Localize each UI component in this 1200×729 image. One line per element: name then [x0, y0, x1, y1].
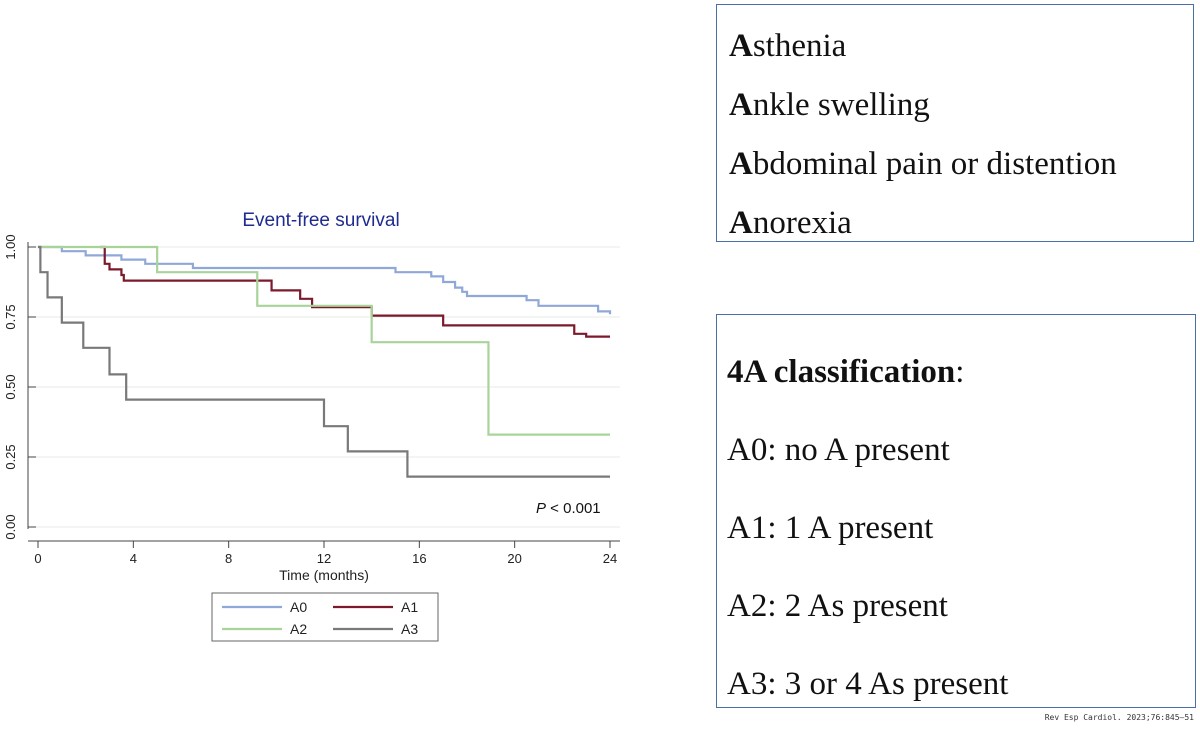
y-tick-label: 0.75	[3, 304, 18, 329]
p-value-text: < 0.001	[546, 500, 601, 517]
legend-label-a1: A1	[401, 599, 418, 615]
y-tick-label: 0.50	[3, 374, 18, 399]
chart-title: Event-free survival	[242, 210, 399, 231]
x-tick-label: 4	[130, 551, 137, 566]
legend-label-a0: A0	[290, 599, 307, 615]
class-line-a1: A1: 1 A present	[727, 510, 934, 546]
legend: A0 A1 A2 A3	[211, 592, 439, 642]
symptom-line: Anorexia	[729, 194, 1193, 253]
citation: Rev Esp Cardiol. 2023;76:845–51	[1044, 713, 1194, 722]
x-tick-label: 12	[317, 551, 331, 566]
legend-box	[211, 592, 439, 642]
y-tick-label: 0.25	[3, 444, 18, 469]
symptom-rest: bdominal pain or distention	[752, 146, 1117, 182]
series-a1-line	[99, 245, 610, 338]
survival-chart: Event-free survival 0.00 0.25 0.50 0.75 1.00…	[3, 210, 620, 642]
y-tick-label: 1.00	[3, 234, 18, 259]
symptom-line: Ankle swelling	[729, 76, 1193, 135]
symptom-rest: norexia	[752, 205, 852, 241]
series-layer	[38, 245, 612, 478]
x-tick-label: 8	[225, 551, 232, 566]
x-axis-label: Time (months)	[279, 567, 369, 583]
x-tick-label: 24	[603, 551, 617, 566]
axis-layer: 0.00 0.25 0.50 0.75 1.00 0 4 8 12 16 20 24	[3, 234, 620, 566]
symptom-line: Asthenia	[729, 17, 1193, 76]
x-tick-label: 16	[412, 551, 426, 566]
p-symbol: P	[536, 500, 546, 517]
classification-heading: 4A classification:	[727, 333, 1195, 411]
classification-heading-text: 4A classification	[727, 354, 956, 390]
legend-label-a3: A3	[401, 621, 418, 637]
symptom-line: Abdominal pain or distention	[729, 135, 1193, 194]
symptoms-box: Asthenia Ankle swelling Abdominal pain or …	[716, 4, 1194, 242]
class-line-a3: A3: 3 or 4 As present	[727, 666, 1009, 702]
legend-label-a2: A2	[290, 621, 307, 637]
x-tick-label: 20	[507, 551, 521, 566]
class-line-a0: A0: no A present	[727, 432, 950, 468]
classification-heading-colon: :	[955, 354, 965, 390]
symptom-initial: A	[729, 205, 753, 241]
y-tick-label: 0.00	[3, 514, 18, 539]
series-a0-line	[38, 245, 612, 315]
grid-layer	[28, 246, 620, 528]
symptom-rest: nkle swelling	[752, 87, 930, 123]
symptom-initial: A	[729, 146, 753, 182]
p-value-annotation: P < 0.001	[536, 500, 601, 517]
class-line-a2: A2: 2 As present	[727, 588, 948, 624]
x-tick-label: 0	[34, 551, 41, 566]
symptom-initial: A	[729, 87, 753, 123]
classification-box: 4A classification: A0: no A present A1: …	[716, 314, 1196, 708]
series-a2-line	[38, 245, 610, 436]
series-a3-line	[38, 245, 610, 478]
symptom-initial: A	[729, 28, 753, 64]
symptom-rest: sthenia	[752, 28, 847, 64]
